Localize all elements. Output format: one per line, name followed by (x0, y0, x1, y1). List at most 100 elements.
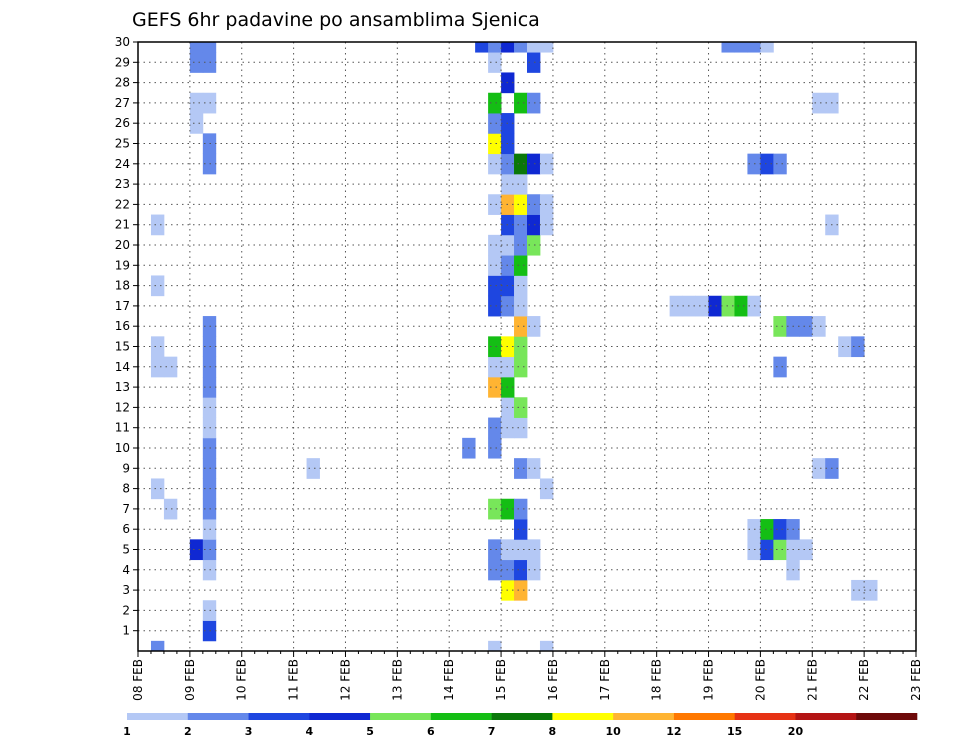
y-tick-label: 18 (115, 279, 130, 293)
heat-cell (773, 316, 787, 337)
y-tick-label: 28 (115, 76, 130, 90)
heat-cell (150, 275, 165, 297)
colorbar-swatch (370, 713, 432, 720)
heat-cell (760, 519, 774, 540)
x-tick-label: 19 FEB (702, 659, 716, 701)
chart-title: GEFS 6hr padavine po ansamblima Sjenica (132, 9, 540, 31)
heat-cell (669, 295, 683, 317)
y-tick-label: 14 (115, 360, 130, 374)
colorbar-label: 5 (366, 725, 374, 738)
heat-cell (812, 92, 826, 114)
y-tick-label: 8 (122, 482, 130, 496)
colorbar-swatch (552, 713, 614, 720)
y-tick-label: 15 (115, 340, 130, 354)
colorbar-swatch (491, 713, 553, 720)
x-tick-label: 13 FEB (390, 659, 404, 701)
heat-cell (488, 275, 502, 297)
y-tick-label: 2 (122, 603, 130, 617)
heat-cell (488, 437, 502, 459)
heat-cell (514, 275, 528, 297)
heat-cell (488, 336, 502, 358)
colorbar-swatch (127, 713, 189, 720)
heat-cell (799, 316, 813, 337)
colorbar-swatch (430, 713, 492, 720)
heat-cell (539, 42, 554, 53)
y-tick-label: 17 (115, 299, 130, 313)
heat-cell (527, 52, 541, 73)
heat-cell (760, 539, 774, 561)
heat-cell (514, 173, 528, 195)
y-tick-label: 20 (115, 238, 130, 252)
heat-cell (773, 539, 787, 561)
heat-cell (488, 417, 502, 439)
heat-cell (539, 153, 554, 175)
heat-cell (527, 194, 541, 215)
heat-cell (527, 153, 541, 175)
x-tick-label: 21 FEB (805, 659, 819, 701)
heat-cell (514, 559, 528, 581)
x-tick-label: 22 FEB (857, 659, 871, 701)
colorbar-swatch (856, 713, 918, 720)
x-tick-label: 17 FEB (598, 659, 612, 701)
heat-cell (527, 458, 541, 479)
y-tick-label: 16 (115, 319, 130, 333)
heat-cell (721, 295, 735, 317)
colorbar-label: 12 (666, 725, 681, 738)
heat-cell (514, 255, 528, 276)
heat-cell (539, 478, 554, 500)
heat-cell (488, 194, 502, 215)
heat-cell (851, 579, 865, 601)
y-tick-label: 3 (122, 583, 130, 597)
heat-cell (514, 42, 528, 53)
heat-cell (514, 92, 528, 114)
heat-cell (163, 356, 178, 378)
heat-cell (514, 539, 528, 561)
colorbar-swatch (309, 713, 371, 720)
colorbar: 1 2 3 4 5 6 7 8 10 12 15 20 (123, 713, 918, 738)
heat-cell (475, 42, 489, 53)
x-tick-label: 18 FEB (650, 659, 664, 701)
heat-cell (514, 356, 528, 378)
y-tick-label: 11 (115, 421, 130, 435)
heat-cell (189, 539, 204, 561)
heat-cell (773, 356, 787, 378)
y-tick-label: 23 (115, 177, 130, 191)
heat-cell (514, 153, 528, 175)
heat-cell (488, 640, 502, 652)
y-tick-label: 9 (122, 461, 130, 475)
y-tick-label: 27 (115, 96, 130, 110)
heat-cell (514, 336, 528, 358)
y-tick-label: 12 (115, 400, 130, 414)
heat-cell (527, 559, 541, 581)
x-tick-label: 08 FEB (131, 659, 145, 701)
heat-cell (189, 92, 204, 114)
heat-cell (514, 417, 528, 439)
colorbar-label: 6 (427, 725, 435, 738)
heat-cell (488, 559, 502, 581)
y-tick-label: 26 (115, 116, 130, 130)
heat-cell (488, 376, 502, 398)
colorbar-swatch (613, 713, 675, 720)
heat-cell (163, 498, 178, 520)
y-tick-label: 25 (115, 137, 130, 151)
colorbar-label: 8 (549, 725, 557, 738)
y-tick-label: 19 (115, 258, 130, 272)
heat-cell (501, 42, 515, 53)
heat-cell (734, 295, 748, 317)
heat-cell (773, 519, 787, 540)
heat-cell (812, 458, 826, 479)
heat-cell (488, 113, 502, 134)
heat-cell (150, 478, 165, 500)
heat-cell (721, 42, 735, 53)
heat-cell (488, 498, 502, 520)
y-tick-label: 22 (115, 197, 130, 211)
heat-cell (488, 539, 502, 561)
colorbar-swatch (734, 713, 796, 720)
heat-cell (812, 316, 826, 337)
heat-cell (747, 42, 761, 53)
heat-cell (488, 133, 502, 155)
colorbar-label: 7 (488, 725, 496, 738)
y-tick-label: 30 (115, 35, 130, 49)
heat-cell (838, 336, 852, 358)
